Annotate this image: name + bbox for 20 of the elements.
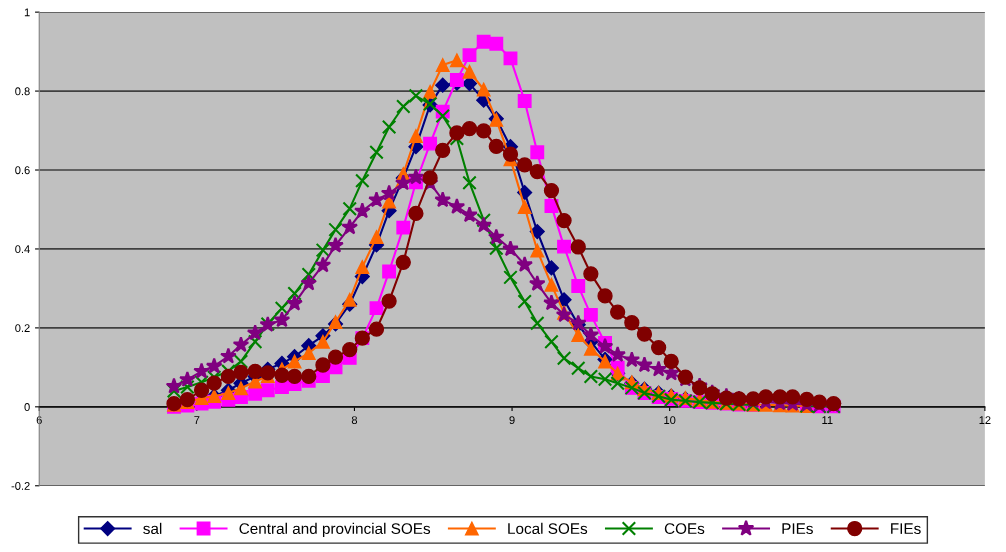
legend-label: Local SOEs [508,522,588,535]
x-tick-label: 11 [822,416,833,424]
legend-label: Central and provincial SOEs [239,522,431,538]
y-tick-label: 0.2 [15,324,30,333]
legend-label: FIEs [891,523,921,535]
y-tick-label: 1 [24,8,30,17]
y-tick-label: 0 [24,403,30,411]
y-tick-label: 0.8 [15,87,30,96]
y-tick-label: 0.4 [15,245,30,254]
y-tick-label: -0.2 [11,482,30,490]
y-tick-label: 0.6 [15,166,30,175]
x-tick-label: 12 [979,416,991,424]
x-tick-label: 9 [509,416,515,425]
legend-label: sal [143,522,162,535]
x-tick-label: 10 [664,416,676,425]
x-tick-label: 6 [36,416,42,425]
legend-label: COEs [664,523,705,535]
x-tick-label: 7 [194,416,200,424]
legend-label: PIEs [782,523,813,535]
x-tick-label: 8 [351,416,358,425]
